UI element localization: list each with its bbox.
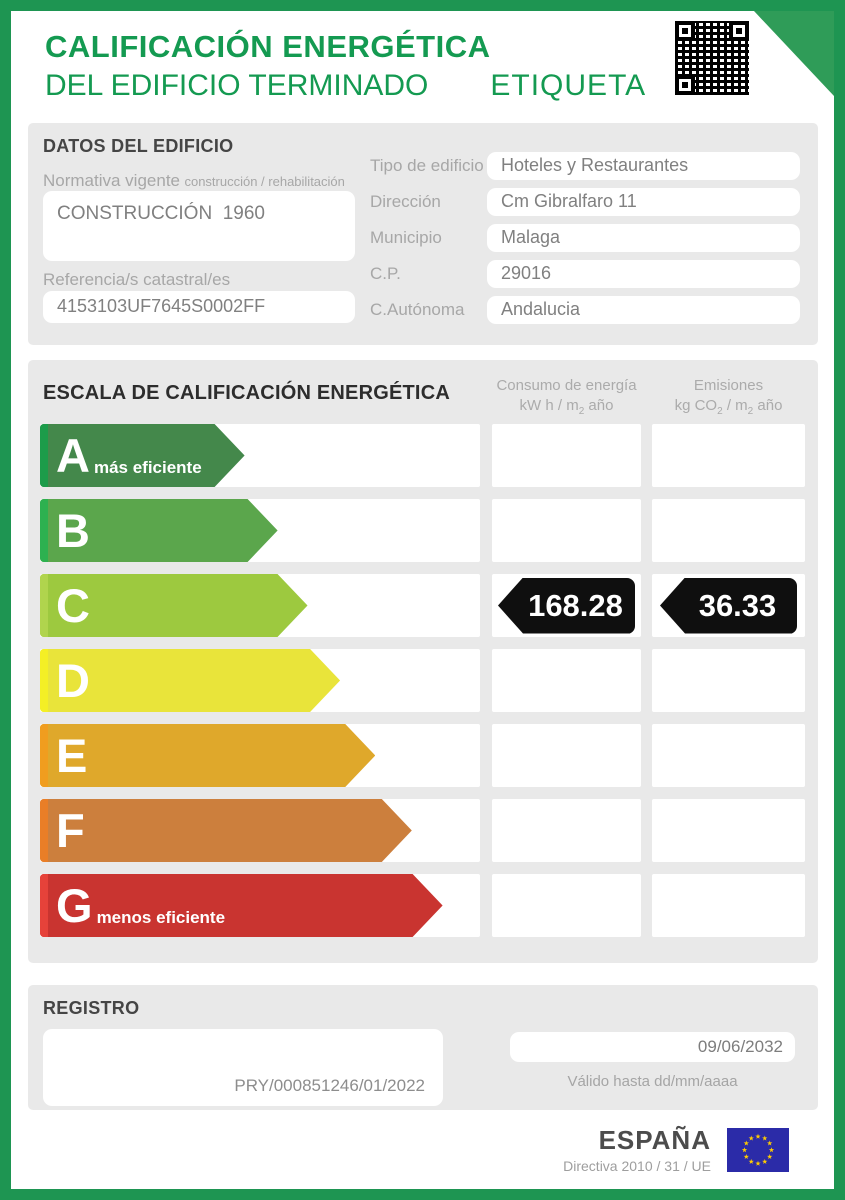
cp-field[interactable]: 29016 [487,260,800,288]
emisiones-cell-b [652,499,805,562]
energy-scale-section: ESCALA DE CALIFICACIÓN ENERGÉTICA Consum… [28,360,818,963]
band-stripe [40,649,48,712]
registry-section: REGISTRO PRY/000851246/01/2022 09/06/203… [28,985,818,1110]
tipo-edificio-label: Tipo de edificio [370,156,484,175]
municipio-label: Municipio [370,228,442,247]
band-track: D [40,649,480,712]
rating-bands: A más eficiente B [28,424,818,937]
corner-triangle-decoration [754,11,834,96]
band-row-e: E [28,724,818,787]
consumo-cell-d [492,649,641,712]
footer: ESPAÑA Directiva 2010 / 31 / UE [28,1110,818,1189]
scale-header: ESCALA DE CALIFICACIÓN ENERGÉTICA Consum… [28,360,818,422]
band-track: A más eficiente [40,424,480,487]
etiqueta-label: ETIQUETA [490,69,647,102]
valid-until-field[interactable]: 09/06/2032 [510,1032,795,1062]
field-row-municipio: Municipio Malaga [370,224,800,252]
registry-number-field[interactable]: PRY/000851246/01/2022 [43,1029,443,1106]
cp-label: C.P. [370,264,401,283]
qr-finder-icon [729,21,749,41]
band-bar-d: D [40,649,340,712]
band-stripe [40,499,48,562]
eu-flag-icon [727,1127,789,1172]
emisiones-cell-d [652,649,805,712]
qr-code-icon [672,18,752,98]
field-row-autonoma: C.Autónoma Andalucia [370,296,800,324]
field-row-direccion: Dirección Cm Gibralfaro 11 [370,188,800,216]
normativa-field[interactable]: CONSTRUCCIÓN 1960 [43,191,355,261]
emisiones-cell-g [652,874,805,937]
registry-title: REGISTRO [43,998,140,1018]
directive-label: Directiva 2010 / 31 / UE [563,1158,711,1174]
band-stripe [40,574,48,637]
band-stripe [40,424,48,487]
band-track: C [40,574,480,637]
band-bar-f: F [40,799,412,862]
consumo-column-header: Consumo de energía kW h / m2 año [492,376,641,422]
direccion-label: Dirección [370,192,441,211]
consumo-cell-b [492,499,641,562]
emisiones-value-badge: 36.33 [660,577,797,634]
band-bar-a: A más eficiente [40,424,245,487]
band-row-a: A más eficiente [28,424,818,487]
consumo-value-badge: 168.28 [498,577,635,634]
scale-title: ESCALA DE CALIFICACIÓN ENERGÉTICA [43,382,450,404]
band-bar-g: G menos eficiente [40,874,443,937]
band-bar-b: B [40,499,278,562]
page-title: CALIFICACIÓN ENERGÉTICA [45,29,491,64]
band-track: E [40,724,480,787]
emisiones-cell-c: 36.33 [652,574,805,637]
band-row-g: G menos eficiente [28,874,818,937]
band-bar-e: E [40,724,375,787]
consumo-units: kW h / m2 año [519,397,614,418]
band-stripe [40,724,48,787]
qr-finder-icon [675,21,695,41]
field-row-tipo: Tipo de edificio Hoteles y Restaurantes [370,152,800,180]
emisiones-cell-e [652,724,805,787]
country-label: ESPAÑA [598,1125,711,1155]
field-row-cp: C.P. 29016 [370,260,800,288]
emisiones-cell-a [652,424,805,487]
consumo-cell-e [492,724,641,787]
band-row-d: D [28,649,818,712]
normativa-label: Normativa vigente construcción / rehabil… [43,171,345,190]
building-data-title: DATOS DEL EDIFICIO [43,136,234,156]
band-bar-c: C [40,574,308,637]
band-track: G menos eficiente [40,874,480,937]
consumo-cell-c: 168.28 [492,574,641,637]
band-row-c: C 168.28 36.33 [28,574,818,637]
band-row-b: B [28,499,818,562]
band-track: F [40,799,480,862]
consumo-cell-a [492,424,641,487]
emisiones-units: kg CO2 / m2 año [674,397,783,418]
header: CALIFICACIÓN ENERGÉTICA DEL EDIFICIO TER… [45,29,646,103]
qr-finder-icon [675,75,695,95]
building-data-section: DATOS DEL EDIFICIO Normativa vigente con… [28,123,818,345]
band-track: B [40,499,480,562]
consumo-cell-g [492,874,641,937]
band-stripe [40,799,48,862]
direccion-field[interactable]: Cm Gibralfaro 11 [487,188,800,216]
tipo-edificio-field[interactable]: Hoteles y Restaurantes [487,152,800,180]
band-row-f: F [28,799,818,862]
valid-until-hint: Válido hasta dd/mm/aaaa [567,1073,738,1090]
consumo-cell-f [492,799,641,862]
emisiones-column-header: Emisiones kg CO2 / m2 año [652,376,805,422]
autonoma-label: C.Autónoma [370,300,465,319]
emisiones-cell-f [652,799,805,862]
page-subtitle: DEL EDIFICIO TERMINADO [45,69,429,102]
catastral-label: Referencia/s catastral/es [43,270,231,289]
band-stripe [40,874,48,937]
autonoma-field[interactable]: Andalucia [487,296,800,324]
catastral-field[interactable]: 4153103UF7645S0002FF [43,291,355,323]
municipio-field[interactable]: Malaga [487,224,800,252]
